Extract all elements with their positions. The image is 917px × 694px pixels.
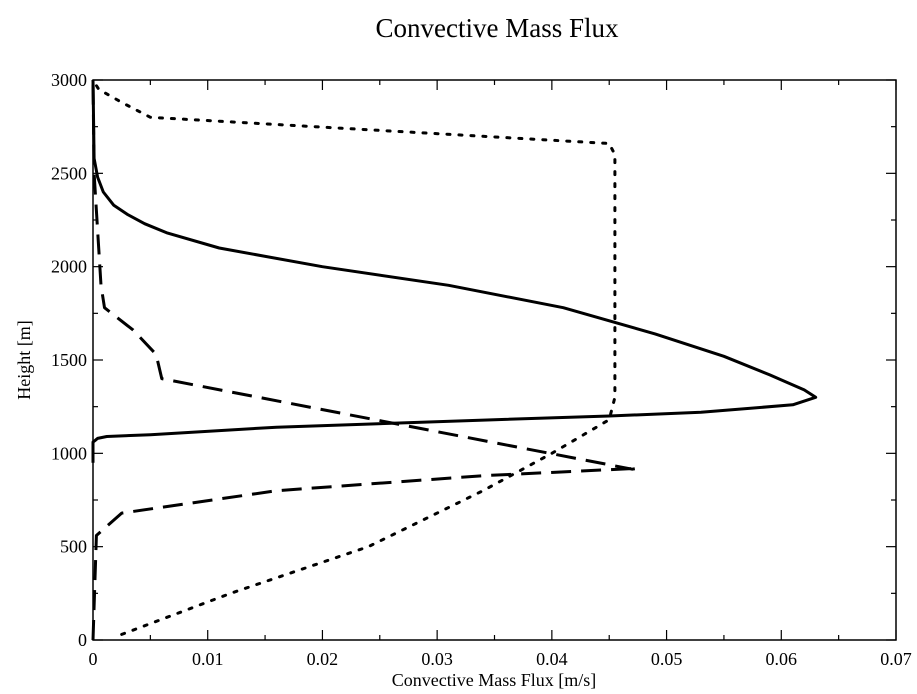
x-tick-label: 0.04 bbox=[536, 649, 568, 669]
solid-series-line bbox=[91, 79, 818, 463]
y-axis-ticks: 0 500 1000 1500 2000 2500 3000 bbox=[51, 70, 896, 650]
x-tick-label: 0.01 bbox=[192, 649, 224, 669]
plot-frame bbox=[92, 79, 897, 641]
y-tick-label: 1500 bbox=[51, 350, 87, 370]
x-tick-label: 0 bbox=[89, 649, 98, 669]
x-tick-label: 0.02 bbox=[307, 649, 339, 669]
plot-area: 0 0.01 0.02 0.03 0.04 0.05 0.06 0.07 0 500 1000 15… bbox=[51, 70, 912, 669]
x-tick-label: 0.05 bbox=[651, 649, 683, 669]
y-tick-label: 500 bbox=[60, 537, 87, 557]
series-lines bbox=[91, 78, 818, 641]
y-tick-label: 3000 bbox=[51, 70, 87, 90]
dashed-series-line bbox=[91, 79, 640, 641]
y-tick-label: 0 bbox=[78, 630, 87, 650]
y-tick-label: 1000 bbox=[51, 443, 87, 463]
y-tick-label: 2500 bbox=[51, 163, 87, 183]
x-tick-label: 0.07 bbox=[880, 649, 912, 669]
x-tick-label: 0.06 bbox=[766, 649, 798, 669]
x-tick-label: 0.03 bbox=[421, 649, 453, 669]
y-tick-label: 2000 bbox=[51, 257, 87, 277]
chart-title: Convective Mass Flux bbox=[376, 13, 619, 43]
dotted-series-line bbox=[91, 78, 617, 636]
x-axis-label: Convective Mass Flux [m/s] bbox=[392, 670, 597, 690]
x-axis-ticks: 0 0.01 0.02 0.03 0.04 0.05 0.06 0.07 bbox=[89, 80, 912, 669]
y-axis-label: Height [m] bbox=[14, 320, 34, 399]
